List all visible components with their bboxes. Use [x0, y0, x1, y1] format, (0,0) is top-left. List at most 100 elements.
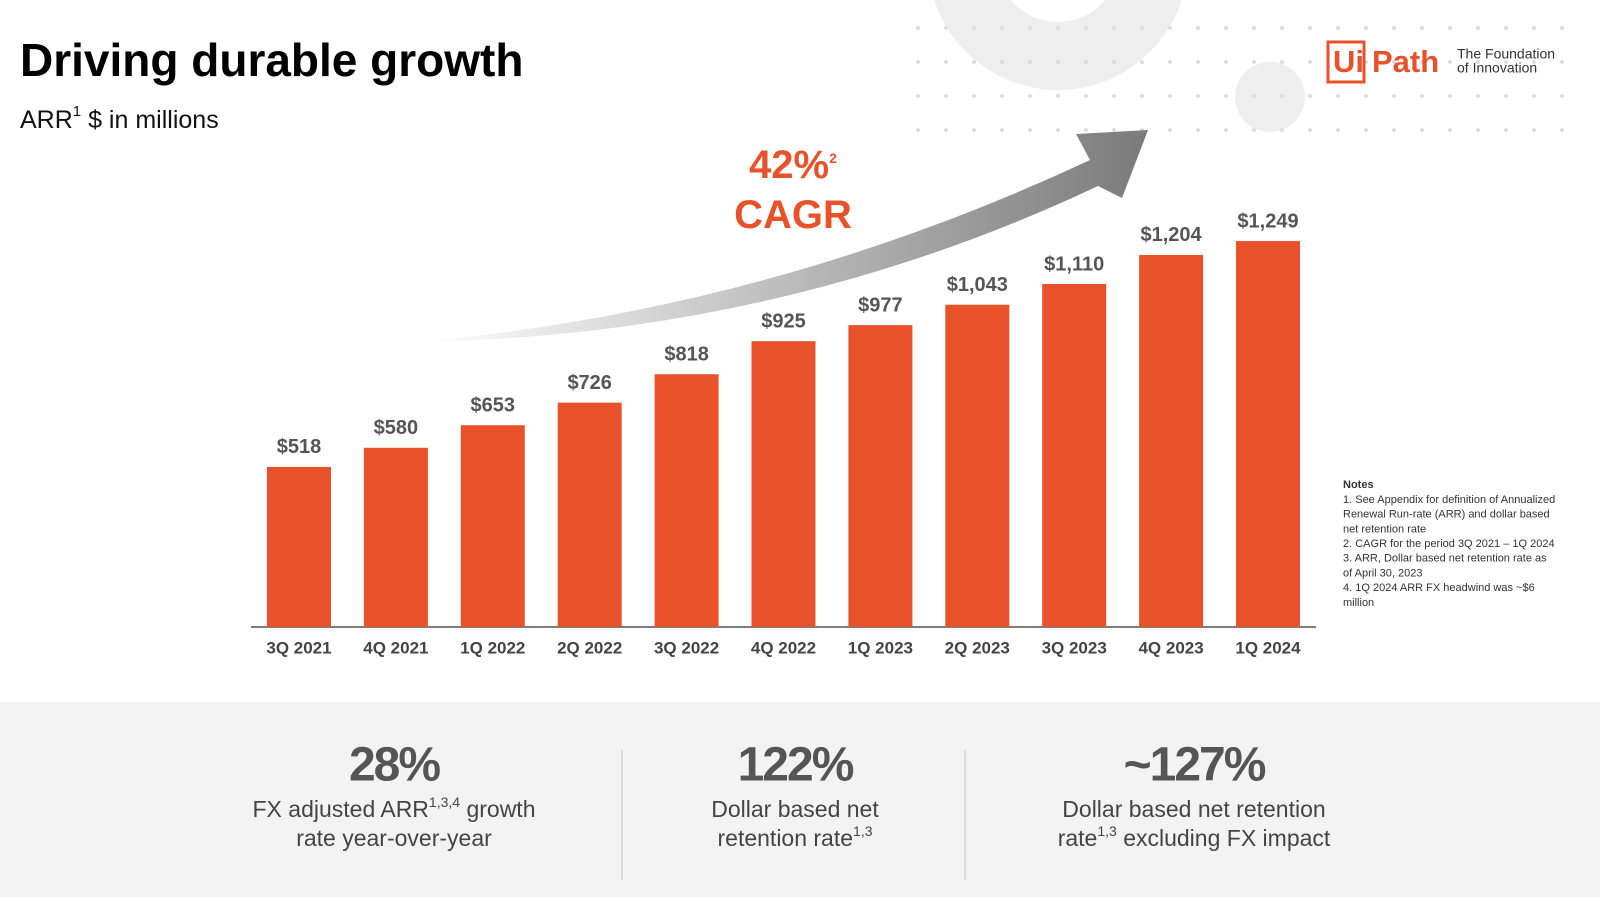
dot: [1168, 26, 1172, 30]
stat-value: 122%: [738, 739, 854, 792]
logo-tagline: of Innovation: [1457, 60, 1537, 76]
dot: [1364, 94, 1368, 98]
text-segment: growth: [460, 796, 535, 822]
dot: [1476, 26, 1480, 30]
data-label: $977: [858, 294, 903, 316]
text-segment: CAGR: [734, 193, 852, 237]
dot: [1308, 60, 1312, 64]
superscript: 2: [829, 150, 837, 166]
text-segment: excluding FX impact: [1117, 825, 1331, 851]
dot: [1560, 94, 1564, 98]
bar: [363, 447, 428, 627]
x-tick-label: 3Q 2022: [654, 638, 719, 657]
dot: [1308, 128, 1312, 132]
dot: [1112, 94, 1116, 98]
superscript: 1,3: [1097, 823, 1117, 839]
dot: [1420, 60, 1424, 64]
data-label: $653: [471, 395, 516, 417]
x-tick-label: 1Q 2023: [848, 638, 913, 657]
dot: [1196, 94, 1200, 98]
decoration: [934, 0, 1305, 132]
dot: [1448, 60, 1452, 64]
dot: [1112, 26, 1116, 30]
note-line: Renewal Run-rate (ARR) and dollar based: [1343, 509, 1550, 521]
dot: [1420, 26, 1424, 30]
dot: [944, 60, 948, 64]
annotation: CAGR: [734, 193, 852, 237]
x-tick-label: 2Q 2023: [945, 638, 1010, 657]
dot: [1532, 128, 1536, 132]
dot: [1140, 60, 1144, 64]
dot: [1056, 94, 1060, 98]
dot: [1504, 60, 1508, 64]
dot: [1000, 94, 1004, 98]
notes-title: Notes: [1343, 479, 1374, 491]
dot: [1280, 94, 1284, 98]
data-label: $818: [664, 344, 709, 366]
dot: [1084, 128, 1088, 132]
dot: [1532, 60, 1536, 64]
note-line: of April 30, 2023: [1343, 567, 1423, 579]
dot: [1392, 60, 1396, 64]
text-segment: $ in millions: [81, 106, 219, 134]
dot: [1504, 128, 1508, 132]
text-segment: 42%: [749, 143, 829, 187]
dot: [1420, 128, 1424, 132]
text-segment: rate: [1058, 825, 1098, 851]
text-segment: retention rate: [718, 825, 854, 851]
bar: [557, 402, 622, 627]
note-line: 2. CAGR for the period 3Q 2021 – 1Q 2024: [1343, 538, 1555, 550]
dot: [916, 60, 920, 64]
dot: [972, 128, 976, 132]
dot: [1336, 94, 1340, 98]
dot: [1224, 26, 1228, 30]
dot: [1252, 60, 1256, 64]
note-line: 3. ARR, Dollar based net retention rate …: [1343, 553, 1547, 565]
dot: [1224, 60, 1228, 64]
dot: [1336, 128, 1340, 132]
dot: [1056, 128, 1060, 132]
dot: [1252, 26, 1256, 30]
stat-label: retention rate1,3: [718, 823, 873, 851]
dot: [1084, 60, 1088, 64]
data-label: $1,043: [947, 274, 1008, 296]
dot: [1504, 94, 1508, 98]
dot: [1140, 94, 1144, 98]
x-tick-label: 3Q 2023: [1042, 638, 1107, 657]
dot: [1000, 128, 1004, 132]
dot: [1280, 26, 1284, 30]
bar: [1042, 284, 1107, 627]
bar: [1139, 254, 1204, 628]
dot: [972, 94, 976, 98]
dot: [1112, 60, 1116, 64]
x-tick-label: 4Q 2023: [1138, 638, 1203, 657]
dot: [1196, 60, 1200, 64]
text-segment: ARR: [20, 106, 73, 134]
dot: [1476, 94, 1480, 98]
dot: [1056, 60, 1060, 64]
superscript: 1: [73, 103, 81, 120]
stat-value: ~127%: [1124, 739, 1266, 792]
dot: [1168, 60, 1172, 64]
dot: [1028, 128, 1032, 132]
dot: [1476, 60, 1480, 64]
dot: [1168, 94, 1172, 98]
note-line: million: [1343, 597, 1374, 609]
dot: [1448, 128, 1452, 132]
stat-value: 28%: [349, 739, 440, 792]
bar: [1236, 241, 1300, 627]
dot: [1392, 128, 1396, 132]
stat-label: Dollar based net retention: [1062, 796, 1325, 822]
slide-title: Driving durable growth: [20, 34, 523, 86]
dot: [1448, 26, 1452, 30]
dot: [1252, 128, 1256, 132]
dot: [1336, 26, 1340, 30]
bar: [751, 341, 816, 627]
note-line: net retention rate: [1343, 523, 1426, 535]
note-line: 4. 1Q 2024 ARR FX headwind was ~$6: [1343, 582, 1535, 594]
x-tick-label: 1Q 2024: [1235, 638, 1301, 657]
superscript: 1,3,4: [429, 794, 460, 810]
data-label: $1,204: [1141, 224, 1203, 246]
dot: [944, 128, 948, 132]
